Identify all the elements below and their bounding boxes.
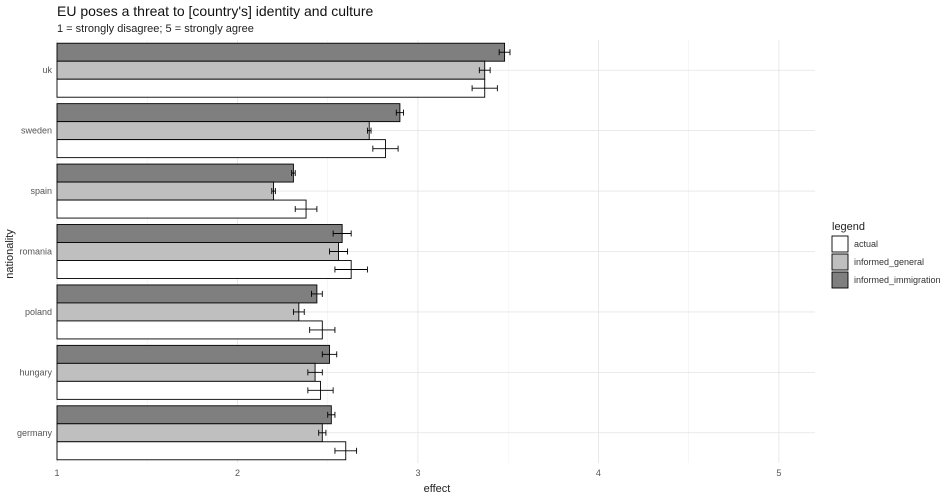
bar [56, 423, 323, 443]
bar [56, 260, 352, 279]
bar [56, 441, 347, 461]
y-tick-label: germany [17, 428, 53, 438]
y-tick-labels: uk sweden spain romania poland hungary germany [17, 65, 53, 438]
x-tick-label: 1 [54, 468, 59, 478]
y-tick-label: hungary [19, 367, 52, 377]
bar [56, 121, 370, 141]
legend-title: legend [832, 221, 865, 233]
y-tick-label: romania [19, 247, 52, 257]
bar [56, 302, 300, 322]
legend-key [831, 253, 849, 271]
bar [56, 78, 486, 98]
legend-key [831, 235, 849, 253]
bar [56, 181, 275, 201]
bar [56, 405, 332, 425]
bar [56, 199, 307, 219]
bar [56, 163, 294, 183]
y-tick-label: poland [25, 307, 52, 317]
y-tick-label: sweden [21, 126, 52, 136]
legend: legend actual informed_general informed_im… [831, 221, 941, 289]
y-tick-label: uk [42, 65, 52, 75]
x-axis-label: effect [424, 483, 451, 495]
x-tick-label: 3 [415, 468, 420, 478]
bar [56, 103, 401, 123]
bar [56, 224, 343, 243]
legend-label: informed_general [854, 257, 924, 267]
legend-label: informed_immigration [854, 275, 941, 285]
chart-subtitle: 1 = strongly disagree; 5 = strongly agre… [57, 23, 254, 35]
bar [56, 362, 316, 382]
x-tick-label: 5 [776, 468, 781, 478]
bar [56, 284, 318, 304]
bar [56, 380, 321, 400]
bar [56, 139, 386, 159]
bar [56, 344, 330, 364]
bar [56, 242, 339, 261]
legend-label: actual [854, 239, 878, 249]
bar [56, 320, 323, 340]
y-axis-label: nationality [4, 229, 16, 279]
x-tick-label: 4 [596, 468, 601, 478]
bars [56, 42, 506, 461]
bar [56, 60, 486, 80]
y-tick-label: spain [30, 186, 52, 196]
bar [56, 42, 506, 62]
error-bars [271, 49, 511, 454]
x-tick-labels: 1 2 3 4 5 [54, 468, 781, 478]
chart-title: EU poses a threat to [country's] identit… [57, 3, 373, 19]
x-tick-label: 2 [235, 468, 240, 478]
legend-key [831, 271, 849, 289]
